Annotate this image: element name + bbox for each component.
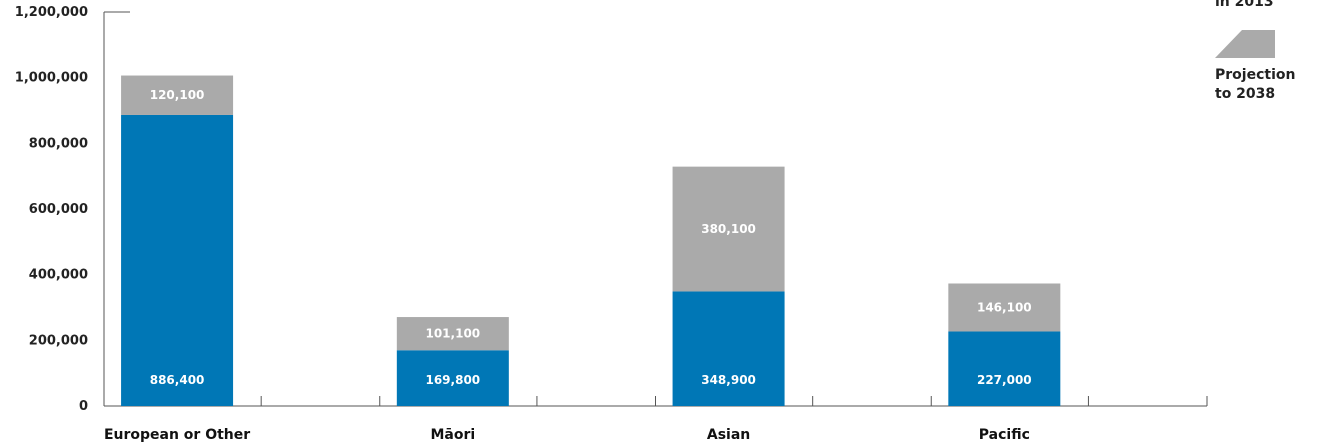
data-label-projection: 146,100 — [977, 300, 1032, 314]
data-label-2013: 886,400 — [150, 373, 205, 387]
data-label-projection: 120,100 — [150, 88, 205, 102]
legend: in 2013 Projection to 2038 — [1215, 0, 1295, 102]
y-tick-label: 200,000 — [29, 333, 88, 348]
bars: 886,400 120,100 European or Other 169,800 10… — [104, 75, 1061, 443]
legend-label-projection: to 2038 — [1215, 86, 1275, 102]
bar-segment-2013 — [396, 350, 509, 406]
data-label-2013: 227,000 — [977, 373, 1032, 387]
bar-segment-projection — [948, 283, 1061, 332]
data-label-2013: 348,900 — [701, 373, 756, 387]
bar-segment-2013 — [121, 114, 234, 406]
category-label: Māori — [430, 427, 475, 443]
y-tick-label: 1,000,000 — [15, 71, 88, 86]
legend-swatch-projection — [1215, 30, 1275, 58]
y-tick-label: 600,000 — [29, 202, 88, 217]
y-tick-label: 1,200,000 — [15, 5, 88, 20]
data-label-projection: 380,100 — [701, 222, 756, 236]
legend-label-2013: in 2013 — [1215, 0, 1274, 10]
y-axis: 0 200,000 400,000 600,000 800,000 1,000,000 1,… — [15, 5, 130, 414]
category-label: Asian — [707, 427, 750, 443]
bar-segment-2013 — [672, 291, 785, 406]
bar-segment-projection — [121, 75, 234, 115]
bar-segment-2013 — [948, 331, 1061, 406]
category-label: Pacific — [979, 427, 1030, 443]
data-label-2013: 169,800 — [425, 373, 480, 387]
y-tick-label: 800,000 — [29, 136, 88, 151]
legend-label-projection: Projection — [1215, 67, 1295, 83]
bar-segment-projection — [396, 317, 509, 351]
data-label-projection: 101,100 — [425, 327, 480, 341]
y-tick-label: 400,000 — [29, 268, 88, 283]
y-tick-label: 0 — [79, 399, 88, 414]
bar-segment-projection — [672, 166, 785, 292]
category-label: European or Other — [104, 427, 250, 443]
